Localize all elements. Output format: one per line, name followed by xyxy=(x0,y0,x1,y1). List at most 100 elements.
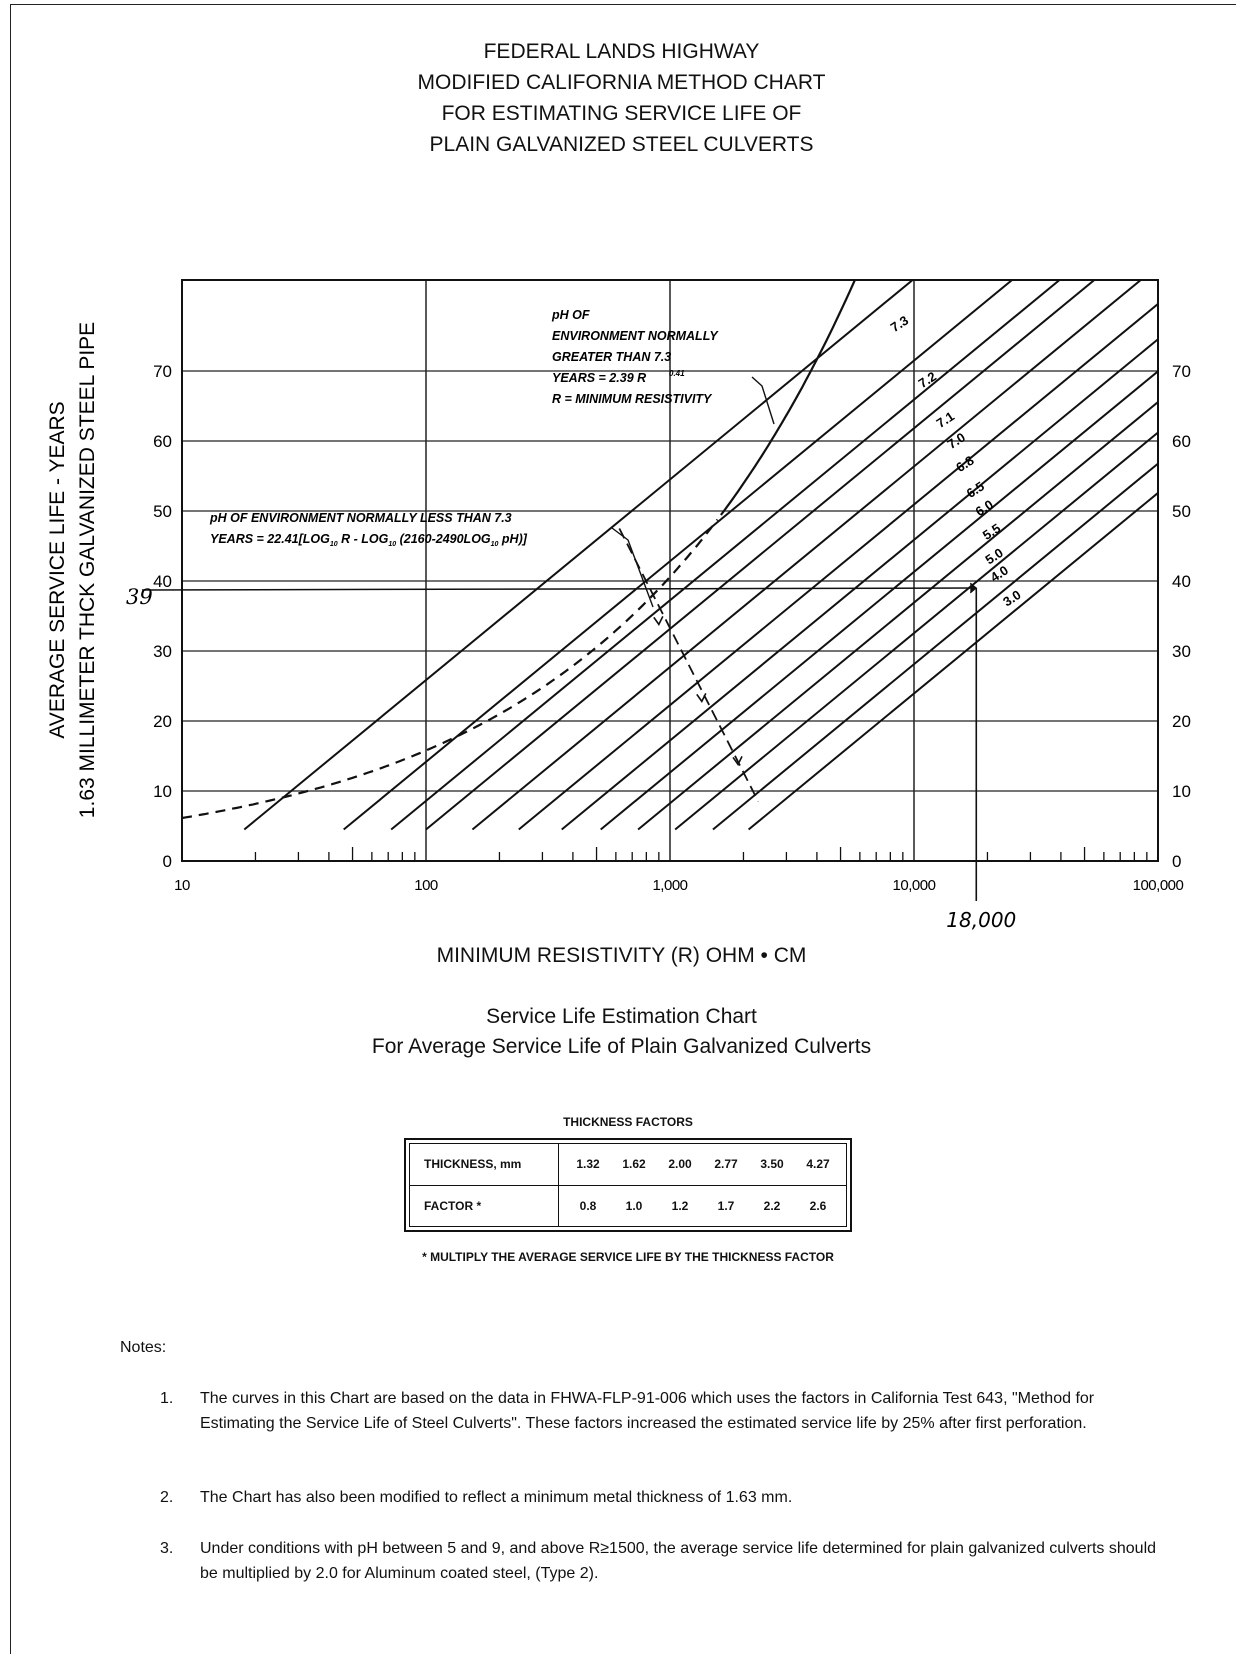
ph-series-line xyxy=(243,280,915,831)
title-line-3: FOR ESTIMATING SERVICE LIFE OF xyxy=(441,102,802,125)
ph-series-line xyxy=(600,370,1158,831)
y-tick-label-right: 20 xyxy=(1172,712,1191,731)
y-tick-label-left: 70 xyxy=(153,362,172,381)
thickness-cell: 1.32 xyxy=(565,1143,611,1186)
notes-heading: Notes: xyxy=(120,1339,167,1356)
y-tick-label-left: 0 xyxy=(163,852,172,871)
annotation-low-ph-part: 10 xyxy=(491,541,499,548)
ph-series-line xyxy=(561,338,1158,831)
y-tick-label-right: 70 xyxy=(1172,362,1191,381)
y-tick-label-left: 10 xyxy=(153,782,172,801)
annotation-high-ph-line-2: ENVIRONMENT NORMALLY xyxy=(552,329,719,343)
y-axis-label-line-2: 1.63 MILLIMETER THCK GALVANIZED STEEL PI… xyxy=(76,322,99,818)
factor-row: FACTOR * 0.8 1.0 1.2 1.7 2.2 2.6 xyxy=(409,1185,847,1227)
factor-cell: 1.7 xyxy=(717,1198,735,1213)
ph-line-label: 7.3 xyxy=(888,313,911,335)
ph-series-line xyxy=(712,462,1158,831)
thickness-row: THICKNESS, mm 1.32 1.62 2.00 2.77 3.50 4… xyxy=(409,1143,847,1186)
annotation-low-ph-part: R - LOG xyxy=(338,532,389,546)
annotation-low-ph-part: 10 xyxy=(388,541,396,548)
chart-caption: Service Life Estimation Chart For Averag… xyxy=(0,1002,1243,1062)
arrow-head xyxy=(732,756,743,766)
ph-series-line xyxy=(747,492,1158,831)
ph-line-label: 5.5 xyxy=(980,520,1003,542)
thickness-cell: 1.62 xyxy=(611,1143,657,1186)
annotation-low-ph-part: 10 xyxy=(330,541,338,548)
ph-series-line xyxy=(471,280,1143,831)
low-ph-dashed-pointer xyxy=(618,528,760,802)
title-line-4: PLAIN GALVANIZED STEEL CULVERTS xyxy=(429,133,814,156)
ph-line-label: 6.0 xyxy=(973,497,996,519)
thickness-cell: 2.77 xyxy=(703,1143,749,1186)
thickness-cell: 4.27 xyxy=(795,1143,841,1186)
y-tick-label-left: 60 xyxy=(153,432,172,451)
note-text: The Chart has also been modified to refl… xyxy=(200,1489,793,1506)
y-tick-label-right: 0 xyxy=(1172,852,1181,871)
ph-series-line xyxy=(674,431,1158,831)
arrow-head xyxy=(696,693,707,703)
thickness-cell: 2.00 xyxy=(657,1143,703,1186)
ph-series-line xyxy=(343,280,1014,831)
annotation-high-ph-line-1: pH OF xyxy=(551,308,590,322)
ph-series-line xyxy=(425,280,1096,831)
x-tick-label: 100 xyxy=(414,877,438,894)
caption-line-2: For Average Service Life of Plain Galvan… xyxy=(371,1035,872,1058)
note-number: 3. xyxy=(160,1540,174,1557)
y-tick-label-left: 30 xyxy=(153,642,172,661)
note-number: 1. xyxy=(160,1390,174,1407)
ph-series-line xyxy=(637,401,1158,831)
note-text: Under conditions with pH between 5 and 9… xyxy=(200,1540,1157,1582)
note-text: The curves in this Chart are based on th… xyxy=(200,1390,1095,1432)
note-number: 2. xyxy=(160,1489,174,1506)
caption-line-1: Service Life Estimation Chart xyxy=(486,1005,757,1028)
thickness-factors-title: THICKNESS FACTORS xyxy=(563,1115,693,1129)
annotation-high-ph-exponent: 0.41 xyxy=(669,369,685,378)
factor-cell: 2.2 xyxy=(763,1198,781,1213)
annotation-high-ph-line-3: GREATER THAN 7.3 xyxy=(552,350,671,364)
annotation-low-ph-leader xyxy=(611,527,654,608)
thickness-row-label: THICKNESS, mm xyxy=(409,1143,559,1186)
title-line-1: FEDERAL LANDS HIGHWAY xyxy=(483,40,760,63)
x-tick-label: 10,000 xyxy=(893,877,936,894)
plot-frame xyxy=(181,279,1159,862)
y-tick-label-right: 60 xyxy=(1172,432,1191,451)
high-ph-curve xyxy=(720,280,857,516)
y-axis-label-line-1: AVERAGE SERVICE LIFE - YEARS xyxy=(46,401,69,738)
annotation-low-ph-part: (2160-2490LOG xyxy=(396,532,491,546)
y-tick-label-left: 50 xyxy=(153,502,172,521)
handwritten-arrow xyxy=(969,582,978,594)
thickness-factors-table: THICKNESS, mm 1.32 1.62 2.00 2.77 3.50 4… xyxy=(404,1138,852,1232)
x-axis-label: MINIMUM RESISTIVITY (R) OHM • CM xyxy=(436,944,807,967)
ph-series-line xyxy=(518,303,1158,831)
thickness-factor-footnote: * MULTIPLY THE AVERAGE SERVICE LIFE BY T… xyxy=(422,1250,834,1264)
high-ph-curve-dashed xyxy=(182,518,719,820)
y-tick-label-left: 40 xyxy=(153,572,172,591)
y-tick-label-right: 10 xyxy=(1172,782,1191,801)
y-tick-label-right: 50 xyxy=(1172,502,1191,521)
ph-line-label: 7.1 xyxy=(934,408,957,430)
thickness-cell: 3.50 xyxy=(749,1143,795,1186)
handwritten-x-value: 18,000 xyxy=(946,908,1016,932)
annotation-low-ph-line-2: YEARS = 22.41[LOG10 R - LOG10 (2160-2490… xyxy=(210,532,528,548)
annotation-high-ph-line-5: R = MINIMUM RESISTIVITY xyxy=(552,392,713,406)
handwritten-horizontal-line xyxy=(141,587,977,591)
y-tick-label-right: 30 xyxy=(1172,642,1191,661)
thickness-factors-grid: THICKNESS, mm 1.32 1.62 2.00 2.77 3.50 4… xyxy=(409,1143,847,1227)
page-border xyxy=(10,4,1236,1654)
ph-series-line xyxy=(390,280,1062,831)
annotation-high-ph-leader xyxy=(751,376,775,425)
handwritten-y-value: 39 xyxy=(126,585,153,609)
ph-line-label: 7.0 xyxy=(945,429,968,451)
title-line-2: MODIFIED CALIFORNIA METHOD CHART xyxy=(417,71,826,94)
annotation-high-ph-line-4: YEARS = 2.39 R xyxy=(552,371,646,385)
ph-line-label: 7.2 xyxy=(916,369,939,391)
y-tick-label-right: 40 xyxy=(1172,572,1191,591)
ph-series-group xyxy=(243,280,1158,831)
y-tick-label-left: 20 xyxy=(153,712,172,731)
x-tick-label: 100,000 xyxy=(1133,877,1184,894)
x-tick-label: 10 xyxy=(174,877,190,894)
arrow-head xyxy=(653,616,664,626)
factor-cell: 0.8 xyxy=(579,1198,597,1213)
annotation-low-ph-part: YEARS = 22.41[LOG xyxy=(210,532,330,546)
